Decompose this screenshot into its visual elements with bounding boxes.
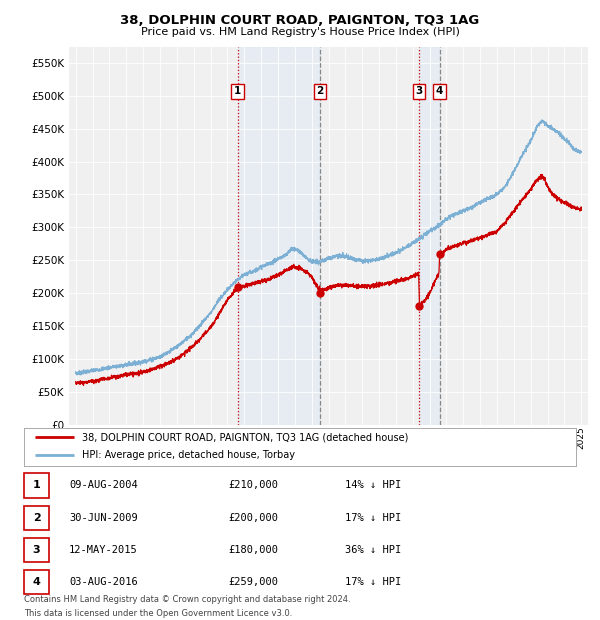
Text: 17% ↓ HPI: 17% ↓ HPI — [345, 577, 401, 587]
Text: 38, DOLPHIN COURT ROAD, PAIGNTON, TQ3 1AG (detached house): 38, DOLPHIN COURT ROAD, PAIGNTON, TQ3 1A… — [82, 432, 409, 442]
Bar — [238, 46, 320, 425]
Text: 1: 1 — [234, 86, 241, 96]
Text: 4: 4 — [32, 577, 41, 587]
Text: 36% ↓ HPI: 36% ↓ HPI — [345, 545, 401, 555]
Text: 03-AUG-2016: 03-AUG-2016 — [69, 577, 138, 587]
Text: 2: 2 — [33, 513, 40, 523]
Text: 30-JUN-2009: 30-JUN-2009 — [69, 513, 138, 523]
Text: 38, DOLPHIN COURT ROAD, PAIGNTON, TQ3 1AG: 38, DOLPHIN COURT ROAD, PAIGNTON, TQ3 1A… — [121, 14, 479, 27]
Text: Contains HM Land Registry data © Crown copyright and database right 2024.: Contains HM Land Registry data © Crown c… — [24, 595, 350, 604]
Text: £200,000: £200,000 — [228, 513, 278, 523]
Text: Price paid vs. HM Land Registry's House Price Index (HPI): Price paid vs. HM Land Registry's House … — [140, 27, 460, 37]
Text: 1: 1 — [33, 480, 40, 490]
Text: 09-AUG-2004: 09-AUG-2004 — [69, 480, 138, 490]
Text: 12-MAY-2015: 12-MAY-2015 — [69, 545, 138, 555]
Text: £210,000: £210,000 — [228, 480, 278, 490]
Bar — [419, 46, 440, 425]
Text: 3: 3 — [415, 86, 422, 96]
Text: 14% ↓ HPI: 14% ↓ HPI — [345, 480, 401, 490]
Text: £180,000: £180,000 — [228, 545, 278, 555]
Text: 17% ↓ HPI: 17% ↓ HPI — [345, 513, 401, 523]
Text: This data is licensed under the Open Government Licence v3.0.: This data is licensed under the Open Gov… — [24, 609, 292, 618]
Text: £259,000: £259,000 — [228, 577, 278, 587]
Text: 2: 2 — [316, 86, 323, 96]
Text: 4: 4 — [436, 86, 443, 96]
Text: 3: 3 — [33, 545, 40, 555]
Text: HPI: Average price, detached house, Torbay: HPI: Average price, detached house, Torb… — [82, 451, 295, 461]
